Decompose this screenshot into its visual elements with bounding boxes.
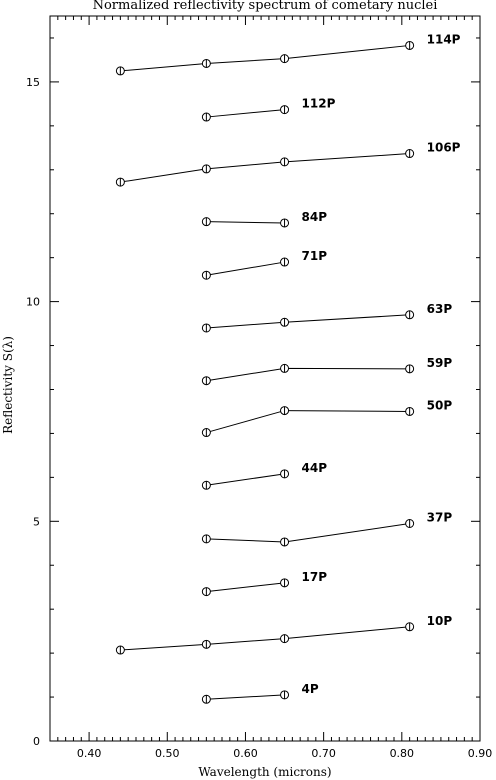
series-label: 37P bbox=[427, 511, 453, 525]
y-axis-label: Reflectivity S(λ) bbox=[1, 336, 15, 434]
chart-title: Normalized reflectivity spectrum of come… bbox=[93, 0, 438, 13]
series-44p: 44P bbox=[201, 461, 328, 490]
series-label: 84P bbox=[302, 210, 328, 224]
series-line bbox=[206, 109, 285, 118]
series-114p: 114P bbox=[115, 32, 461, 76]
series-label: 63P bbox=[427, 302, 453, 316]
series-label: 114P bbox=[427, 32, 461, 46]
series-line bbox=[120, 626, 410, 651]
series-line bbox=[120, 153, 410, 183]
series-line bbox=[206, 410, 410, 434]
y-tick-label: 10 bbox=[26, 296, 40, 309]
series-112p: 112P bbox=[201, 97, 336, 122]
series-label: 59P bbox=[427, 356, 453, 370]
y-tick-label: 0 bbox=[33, 735, 40, 748]
x-tick-label: 0.50 bbox=[155, 747, 180, 760]
series-4p: 4P bbox=[201, 682, 319, 704]
series-line bbox=[206, 261, 285, 276]
series-line bbox=[206, 523, 410, 543]
series-line bbox=[206, 694, 285, 700]
x-tick-label: 0.90 bbox=[468, 747, 493, 760]
series-label: 44P bbox=[302, 461, 328, 475]
axes: 0.40 0.50 0.60 0.70 0.80 0.90 0 5 10 15 bbox=[26, 15, 493, 760]
x-tick-label: 0.40 bbox=[77, 747, 102, 760]
series-label: 112P bbox=[302, 97, 336, 111]
series-label: 50P bbox=[427, 398, 453, 412]
series-63p: 63P bbox=[201, 302, 453, 333]
series-37p: 37P bbox=[201, 511, 453, 547]
series-label: 106P bbox=[427, 141, 461, 155]
series-line bbox=[206, 314, 410, 329]
series-17p: 17P bbox=[201, 570, 328, 597]
x-tick-label: 0.70 bbox=[311, 747, 336, 760]
series-10p: 10P bbox=[115, 614, 453, 655]
series-line bbox=[206, 221, 285, 224]
series-line bbox=[206, 473, 285, 486]
series-50p: 50P bbox=[201, 398, 453, 438]
plot-area: 114P 112P 106P 84P 71P 63P 59P 50P 44P 37P 17P 10P 4… bbox=[115, 32, 461, 704]
series-59p: 59P bbox=[201, 356, 453, 386]
y-tick-label: 5 bbox=[33, 515, 40, 528]
series-label: 71P bbox=[302, 249, 328, 263]
series-106p: 106P bbox=[115, 141, 461, 187]
series-84p: 84P bbox=[201, 210, 328, 228]
series-label: 4P bbox=[302, 682, 319, 696]
y-tick-label: 15 bbox=[26, 76, 40, 89]
series-71p: 71P bbox=[201, 249, 328, 280]
plot-frame bbox=[49, 15, 481, 742]
x-tick-label: 0.80 bbox=[390, 747, 415, 760]
series-line bbox=[206, 367, 410, 382]
series-label: 10P bbox=[427, 614, 453, 628]
x-axis-label: Wavelength (microns) bbox=[198, 765, 331, 779]
series-label: 17P bbox=[302, 570, 328, 584]
series-line bbox=[206, 582, 285, 593]
series-line bbox=[120, 44, 410, 72]
x-tick-label: 0.60 bbox=[233, 747, 258, 760]
